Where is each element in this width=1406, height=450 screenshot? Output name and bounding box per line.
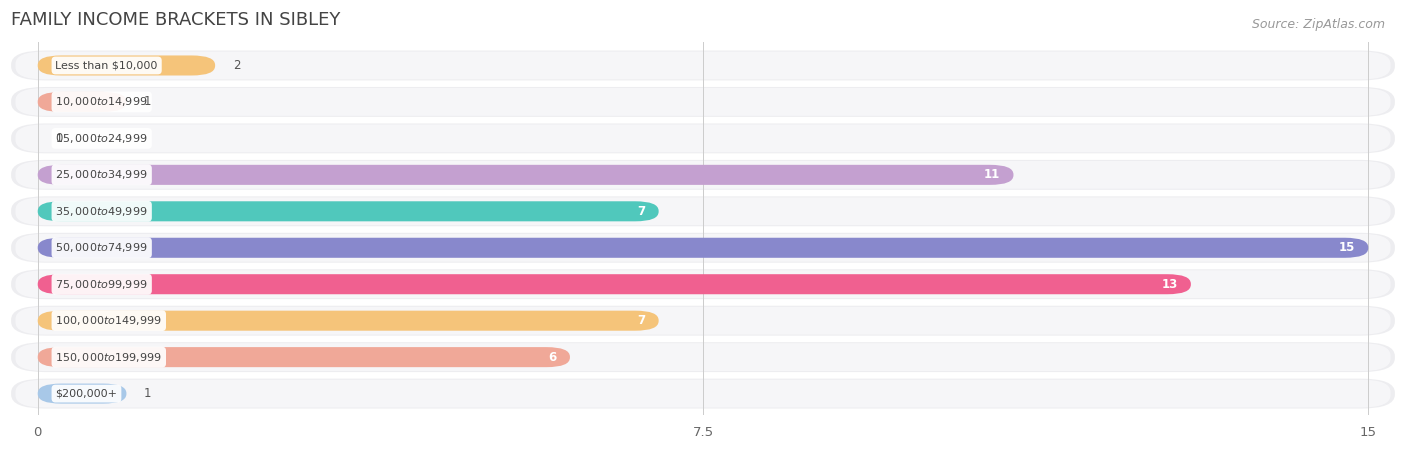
FancyBboxPatch shape — [15, 234, 1391, 261]
FancyBboxPatch shape — [38, 165, 1014, 185]
Text: 6: 6 — [548, 351, 557, 364]
FancyBboxPatch shape — [38, 383, 127, 404]
FancyBboxPatch shape — [11, 306, 1395, 336]
Text: $75,000 to $99,999: $75,000 to $99,999 — [55, 278, 148, 291]
FancyBboxPatch shape — [11, 123, 1395, 153]
FancyBboxPatch shape — [38, 201, 658, 221]
Text: $25,000 to $34,999: $25,000 to $34,999 — [55, 168, 148, 181]
Text: 7: 7 — [637, 205, 645, 218]
FancyBboxPatch shape — [11, 87, 1395, 117]
Text: $200,000+: $200,000+ — [55, 389, 118, 399]
FancyBboxPatch shape — [38, 274, 1191, 294]
Text: Less than $10,000: Less than $10,000 — [55, 60, 157, 71]
Text: $100,000 to $149,999: $100,000 to $149,999 — [55, 314, 162, 327]
FancyBboxPatch shape — [11, 269, 1395, 299]
FancyBboxPatch shape — [15, 161, 1391, 189]
FancyBboxPatch shape — [15, 343, 1391, 371]
FancyBboxPatch shape — [38, 238, 1368, 258]
FancyBboxPatch shape — [11, 342, 1395, 372]
Text: $35,000 to $49,999: $35,000 to $49,999 — [55, 205, 148, 218]
Text: 7: 7 — [637, 314, 645, 327]
FancyBboxPatch shape — [38, 92, 127, 112]
FancyBboxPatch shape — [11, 378, 1395, 409]
Text: FAMILY INCOME BRACKETS IN SIBLEY: FAMILY INCOME BRACKETS IN SIBLEY — [11, 11, 340, 29]
Text: 1: 1 — [145, 95, 152, 108]
FancyBboxPatch shape — [38, 55, 215, 76]
Text: $150,000 to $199,999: $150,000 to $199,999 — [55, 351, 162, 364]
FancyBboxPatch shape — [15, 270, 1391, 298]
FancyBboxPatch shape — [11, 196, 1395, 226]
FancyBboxPatch shape — [15, 307, 1391, 334]
FancyBboxPatch shape — [11, 50, 1395, 81]
FancyBboxPatch shape — [15, 380, 1391, 407]
Text: Source: ZipAtlas.com: Source: ZipAtlas.com — [1251, 18, 1385, 31]
Text: 13: 13 — [1161, 278, 1178, 291]
Text: 15: 15 — [1339, 241, 1355, 254]
FancyBboxPatch shape — [11, 160, 1395, 190]
Text: 1: 1 — [145, 387, 152, 400]
FancyBboxPatch shape — [38, 310, 658, 331]
FancyBboxPatch shape — [15, 52, 1391, 79]
Text: $10,000 to $14,999: $10,000 to $14,999 — [55, 95, 148, 108]
Text: 11: 11 — [984, 168, 1000, 181]
FancyBboxPatch shape — [15, 198, 1391, 225]
Text: 0: 0 — [55, 132, 63, 145]
FancyBboxPatch shape — [38, 347, 569, 367]
FancyBboxPatch shape — [15, 88, 1391, 116]
Text: 2: 2 — [233, 59, 240, 72]
Text: $15,000 to $24,999: $15,000 to $24,999 — [55, 132, 148, 145]
Text: $50,000 to $74,999: $50,000 to $74,999 — [55, 241, 148, 254]
FancyBboxPatch shape — [11, 233, 1395, 263]
FancyBboxPatch shape — [15, 125, 1391, 152]
